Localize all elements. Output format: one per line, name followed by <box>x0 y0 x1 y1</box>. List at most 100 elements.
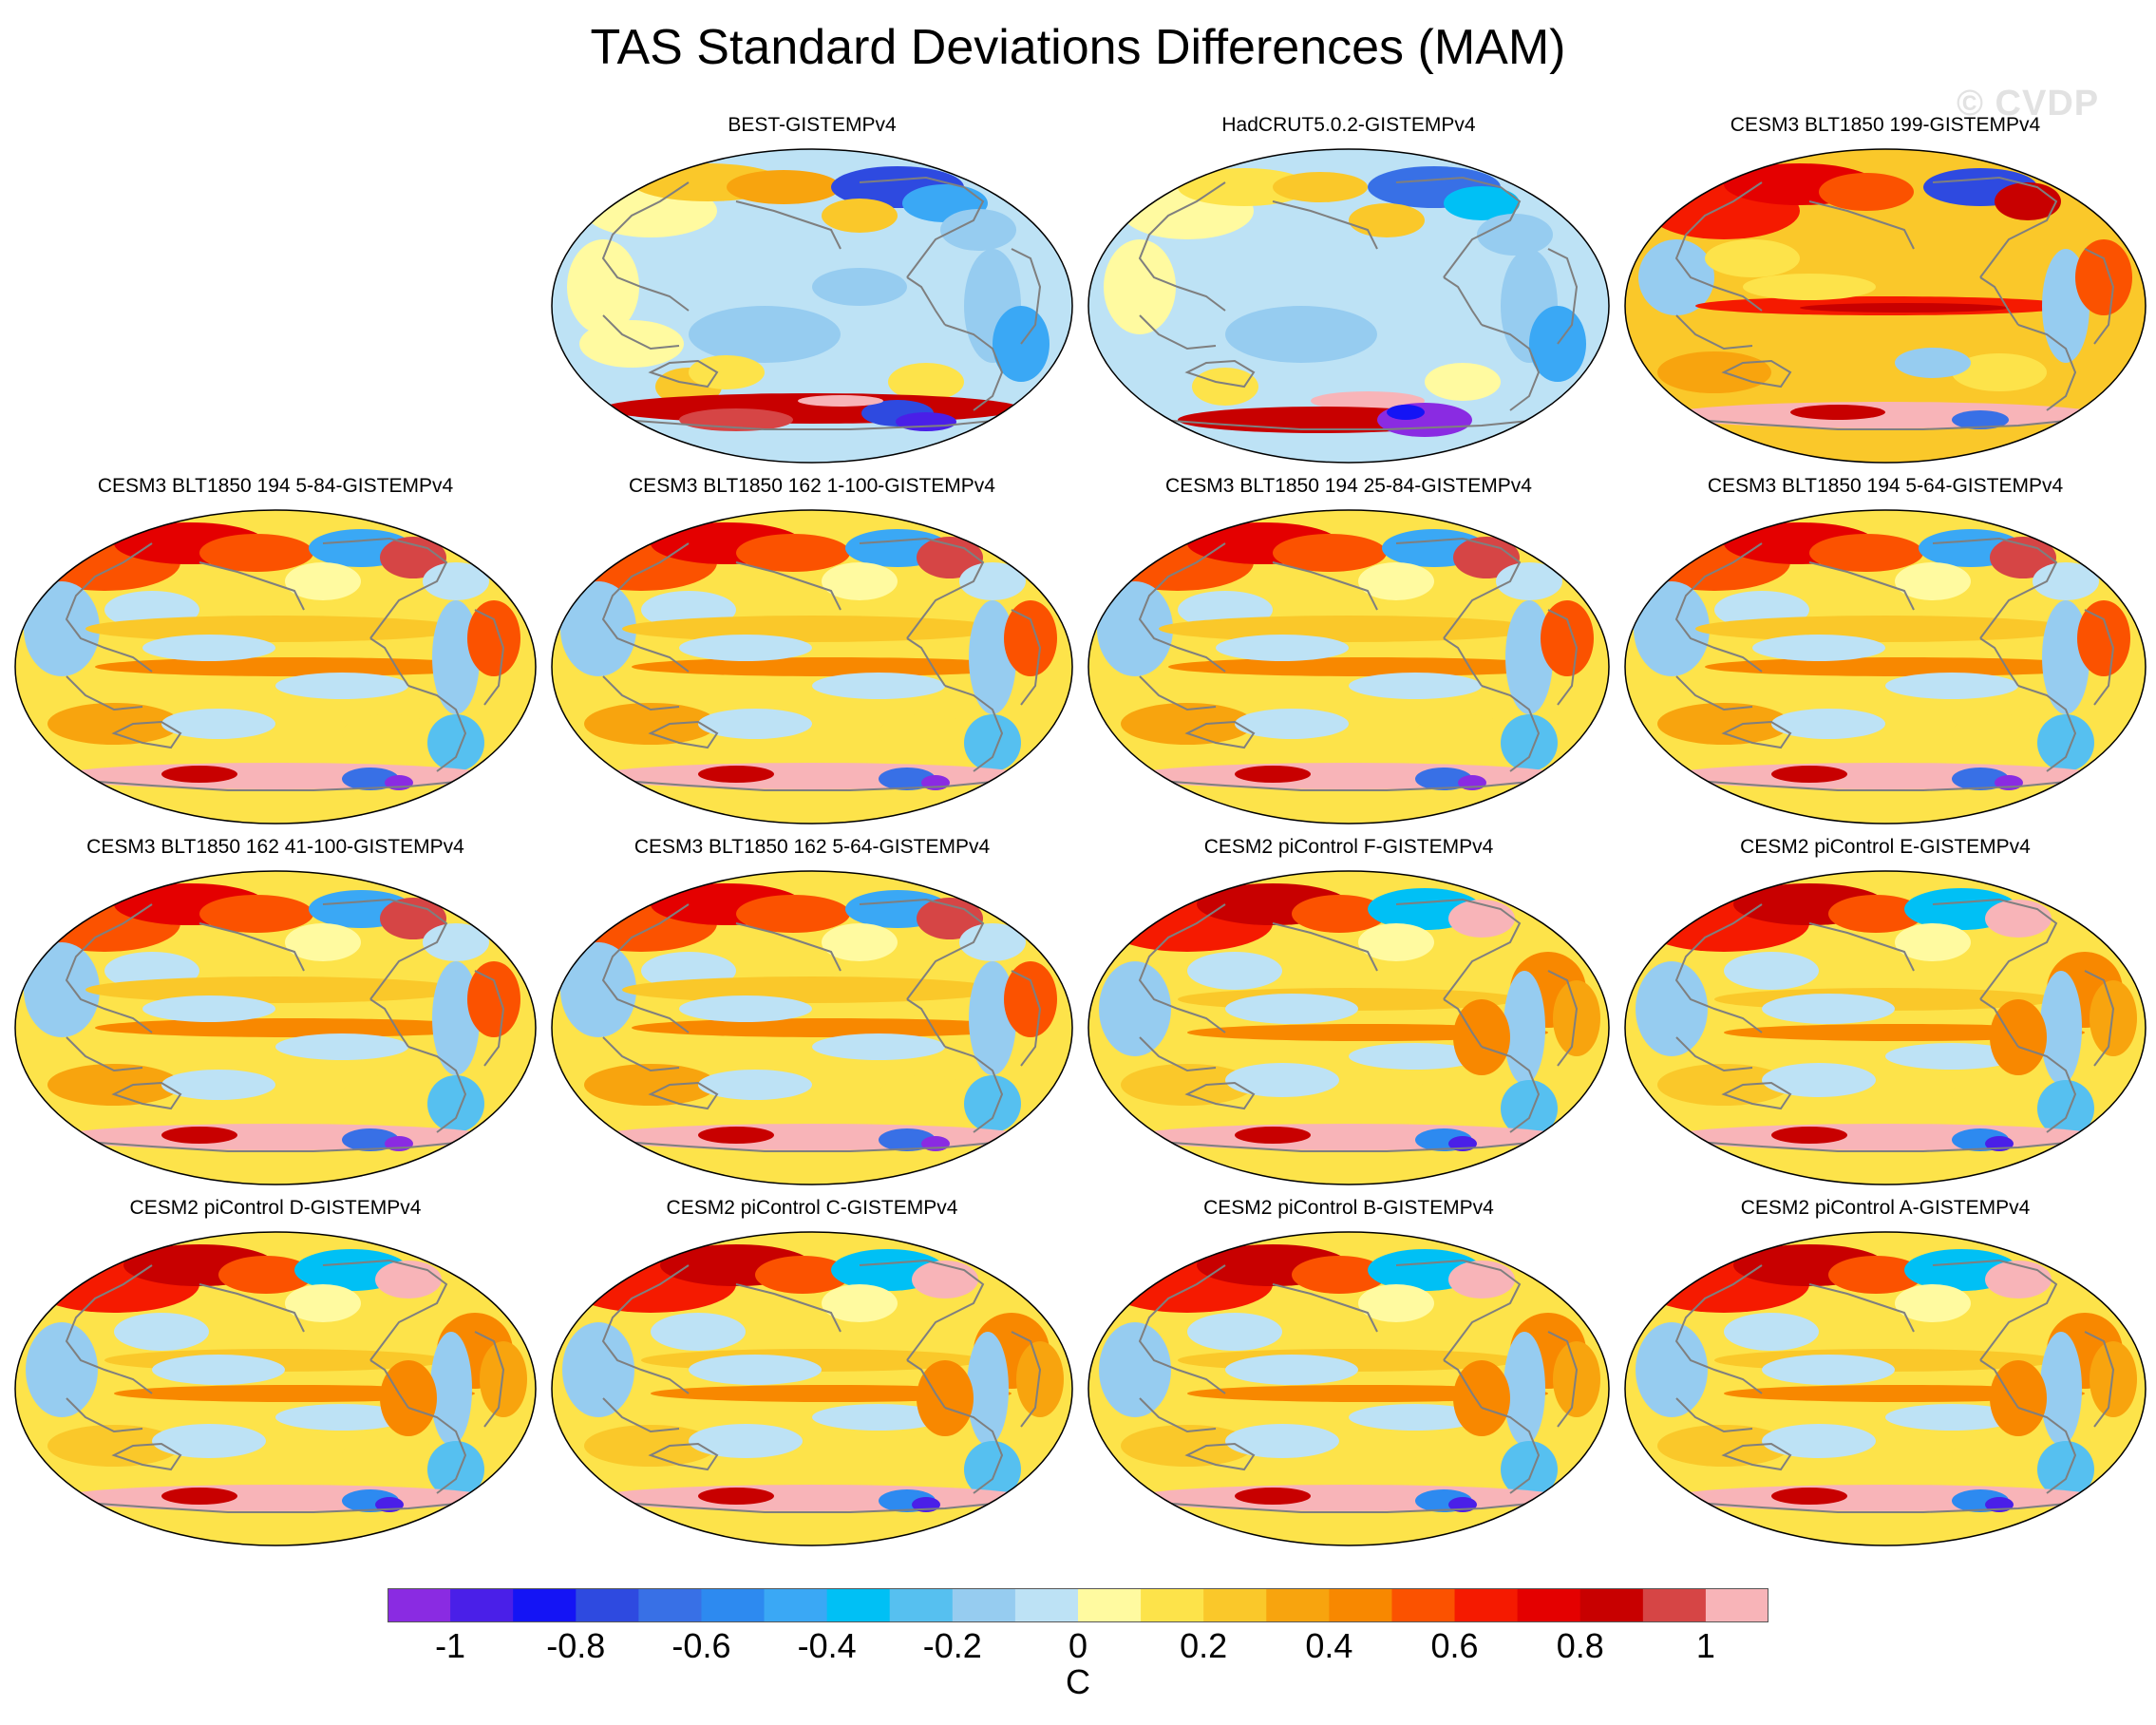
coastline <box>474 970 505 1067</box>
map-panel: CESM2 piControl C-GISTEMPv4 <box>546 1197 1078 1558</box>
coastline <box>1675 675 1753 711</box>
coastline <box>1675 1036 1753 1072</box>
coastline <box>111 1081 182 1110</box>
anomaly-field <box>161 709 275 739</box>
world-map <box>14 870 537 1185</box>
anomaly-field <box>152 1355 285 1385</box>
map-border <box>1624 870 2147 1185</box>
anomaly-field <box>1358 562 1434 600</box>
anomaly-field <box>1771 766 1847 783</box>
world-map <box>1087 870 1610 1185</box>
map-panel: CESM2 piControl A-GISTEMPv4 <box>1619 1197 2151 1558</box>
anomaly-field <box>1828 895 1923 933</box>
anomaly-field <box>2042 600 2090 714</box>
anomaly-field <box>275 673 408 699</box>
anomaly-field <box>1819 173 1914 211</box>
coastline <box>1272 561 1378 611</box>
coastline <box>1158 1141 1540 1152</box>
anomaly-field <box>285 1284 361 1322</box>
coastline <box>1443 637 1483 687</box>
coastline <box>2084 609 2115 706</box>
anomaly-field <box>432 961 480 1075</box>
coastline <box>66 1397 143 1433</box>
anomaly-field <box>1885 1404 2018 1431</box>
anomaly-field <box>1800 303 2009 313</box>
colorbar-swatch <box>388 1588 451 1622</box>
coastline <box>199 561 305 611</box>
anomaly-field <box>1990 1360 2047 1436</box>
coastline <box>2017 685 2077 772</box>
colorbar-swatch <box>1078 1588 1142 1622</box>
anomaly-field <box>1657 351 1771 393</box>
anomaly-field <box>1762 1063 1876 1097</box>
anomaly-field <box>24 581 100 676</box>
coastline <box>199 922 305 972</box>
anomaly-field <box>1496 562 1562 600</box>
map-border <box>551 148 1073 464</box>
coastline <box>1694 1502 2076 1513</box>
anomaly-field <box>1187 952 1282 990</box>
coastline <box>322 898 448 1000</box>
panel-title: CESM3 BLT1850 162 5-64-GISTEMPv4 <box>634 836 991 858</box>
map-border <box>551 509 1073 825</box>
anomaly-field <box>822 1284 898 1322</box>
panel-title: CESM3 BLT1850 194 5-64-GISTEMPv4 <box>1707 475 2064 497</box>
coastline <box>1395 537 1522 639</box>
anomaly-field <box>679 995 812 1022</box>
map-border <box>1624 148 2147 464</box>
watermark: © CVDP <box>1957 84 2100 123</box>
colorbar-swatch <box>1203 1588 1267 1622</box>
anomaly-field <box>736 534 850 572</box>
colorbar-swatch <box>1705 1588 1768 1622</box>
map-border <box>1087 509 1610 825</box>
anomaly-field <box>1225 994 1358 1024</box>
coastline <box>474 609 505 706</box>
coastline <box>601 1264 690 1394</box>
anomaly-field <box>812 1404 945 1431</box>
coastline <box>1158 419 1540 430</box>
world-map <box>14 509 537 825</box>
coastline <box>1721 359 1792 389</box>
coastline <box>1932 537 2058 639</box>
coastline <box>1158 1502 1540 1513</box>
anomaly-field <box>1311 391 1425 410</box>
coastline <box>1011 970 1042 1067</box>
anomaly-field <box>1292 1256 1387 1294</box>
anomaly-field <box>2037 714 2094 771</box>
anomaly-field <box>142 635 275 661</box>
coastline <box>1272 922 1378 972</box>
map-panel: HadCRUT5.0.2-GISTEMPv4 <box>1083 114 1615 475</box>
coastline <box>1979 1359 2019 1409</box>
world-map <box>1624 509 2147 825</box>
anomaly-field <box>879 1436 974 1474</box>
coastline <box>369 998 409 1048</box>
panel-title: CESM3 BLT1850 162 41-100-GISTEMPv4 <box>86 836 464 858</box>
coastline <box>621 1502 1003 1513</box>
coastline <box>111 720 182 749</box>
coastline <box>859 537 985 639</box>
coastline <box>648 720 719 749</box>
anomaly-field <box>959 562 1026 600</box>
world-map <box>1087 509 1610 825</box>
colorbar-tick-label: -0.4 <box>797 1626 857 1665</box>
coastline <box>1395 1259 1522 1361</box>
coastline <box>735 200 842 250</box>
anomaly-field <box>1159 616 1539 642</box>
anomaly-field <box>1453 537 1520 578</box>
anomaly-field <box>467 600 520 676</box>
map-border <box>1087 1231 1610 1546</box>
anomaly-field <box>1541 600 1594 676</box>
coastline <box>2084 248 2115 345</box>
coastline <box>1721 720 1792 749</box>
anomaly-field <box>1225 1355 1358 1385</box>
anomaly-field <box>1762 1355 1895 1385</box>
coastline <box>111 1442 182 1471</box>
map-border <box>14 509 537 825</box>
world-map <box>14 1231 537 1546</box>
coastline <box>1721 1442 1792 1471</box>
anomaly-field <box>812 1033 945 1060</box>
coastline <box>1481 1046 1541 1133</box>
coastline <box>1674 181 1763 312</box>
coastline <box>1184 1442 1256 1471</box>
map-border <box>1624 1231 2147 1546</box>
